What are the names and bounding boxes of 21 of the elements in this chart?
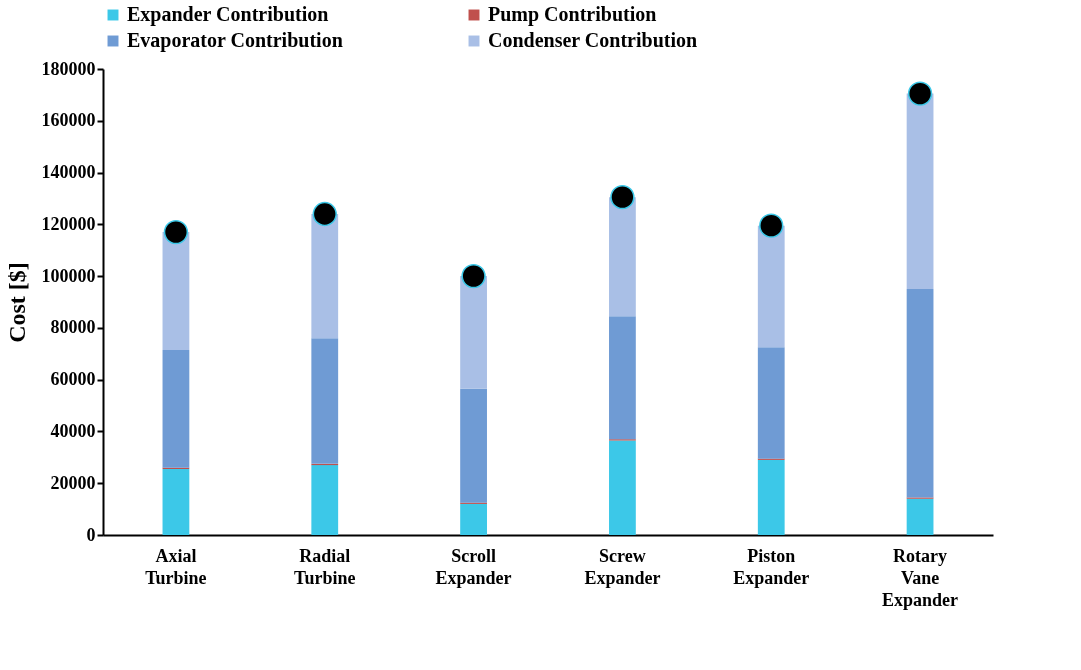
y-tick-label: 120000 [41,213,96,234]
legend-label: Pump Contribution [488,3,657,26]
x-tick-label: Screw Expander [584,545,661,588]
legend-label: Evaporator Contribution [127,29,343,52]
y-tick-label: 60000 [50,369,96,390]
y-tick-label: 20000 [50,472,96,493]
y-tick-label: 80000 [50,317,96,338]
x-tick-label: Axial Turbine [145,545,207,588]
y-tick-label: 100000 [41,265,96,286]
y-tick-label: 40000 [50,420,96,441]
x-tick-label: Radial Turbine [294,545,356,588]
legend-label: Condenser Contribution [488,29,698,51]
legend-label: Expander Contribution [127,3,329,26]
x-tick-label: Rotary Vane Expander [882,545,959,610]
y-tick-label: 160000 [41,110,96,131]
y-tick-label: 140000 [41,162,96,183]
x-tick-label: Piston Expander [733,545,810,588]
y-tick-label: 0 [86,524,96,545]
y-tick-label: 180000 [41,58,96,79]
x-tick-label: Scroll Expander [435,545,512,588]
y-axis-title: Cost [$] [3,262,30,343]
